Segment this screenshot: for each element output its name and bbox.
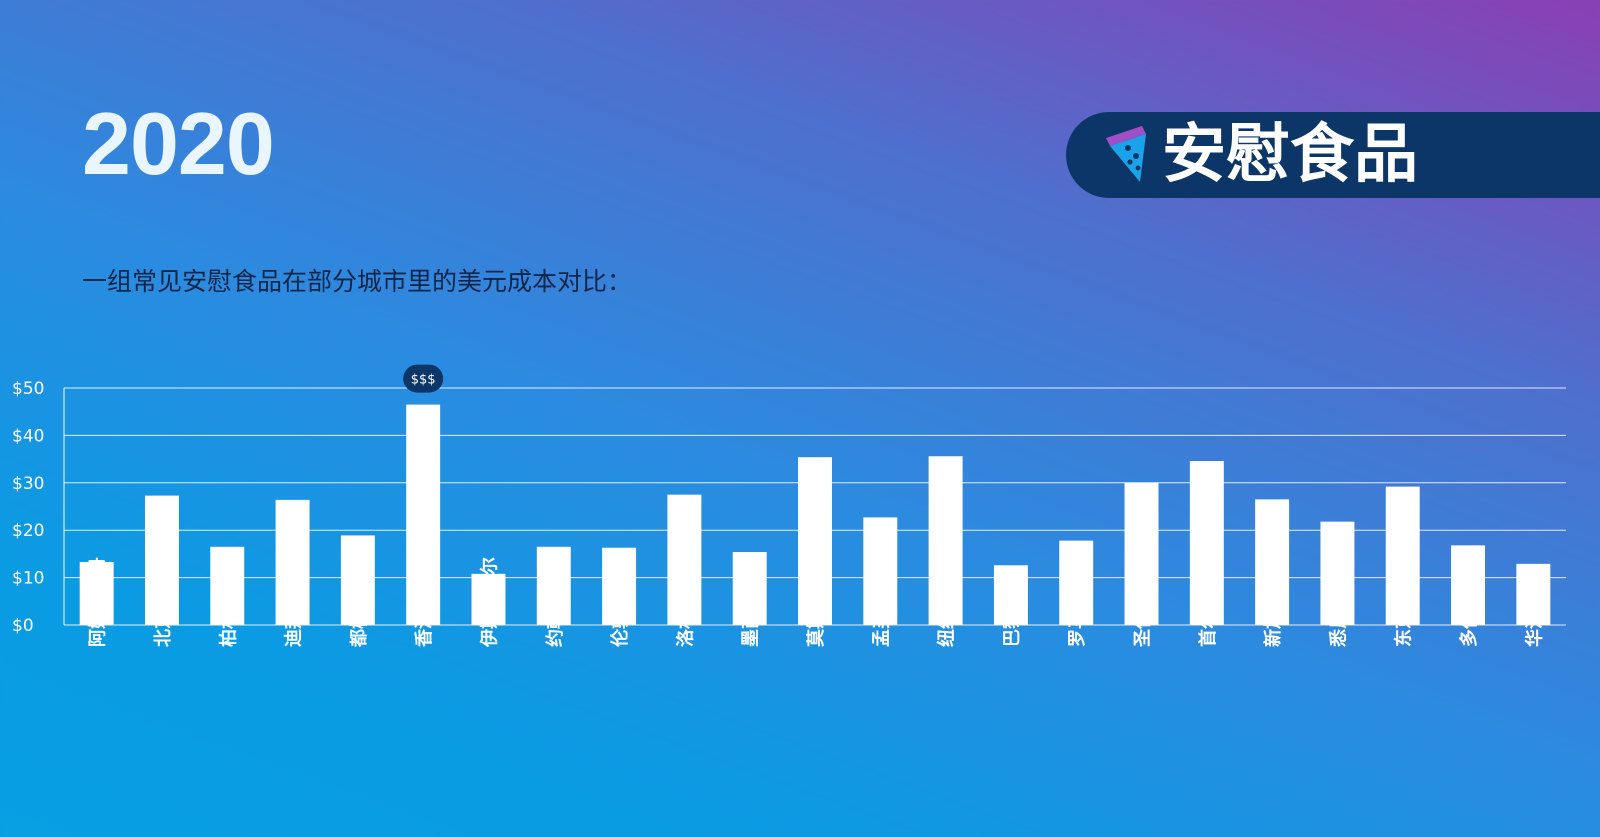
bar: [406, 404, 441, 625]
bar: [210, 546, 245, 625]
x-tick-label: 伦敦: [609, 610, 631, 647]
category-badge: 安慰食品: [1066, 112, 1600, 198]
x-tick-label: 巴黎: [1001, 611, 1023, 647]
bar: [667, 494, 702, 625]
annotation-label: $$$: [411, 373, 436, 388]
x-axis: 阿姆斯特丹北京 柏林 迪拜 都柏林 香港 伊斯坦布尔 约翰内斯堡伦敦 洛杉矶 墨西哥城 莫斯科 孟买…: [87, 557, 1546, 648]
y-axis: $0 $10 $20 $30 $40 $50: [12, 379, 44, 636]
annotation-pill: [403, 364, 444, 393]
bar: [1385, 486, 1420, 625]
pizza-slice-icon: [1106, 126, 1146, 182]
x-tick-label: 莫斯科: [805, 593, 827, 648]
x-tick-label: 北京: [152, 611, 174, 647]
bar: [1059, 540, 1094, 625]
x-tick-label: 圣保罗: [1132, 593, 1154, 648]
x-tick-label: 香港: [414, 610, 435, 648]
bar: [1320, 521, 1355, 625]
bar: [993, 565, 1028, 625]
x-tick-label: 阿姆斯特丹: [87, 557, 109, 647]
bar: [602, 547, 637, 625]
bar: [1189, 460, 1224, 625]
annotations: $$$: [403, 364, 444, 393]
x-tick-label: 悉尼: [1328, 611, 1349, 648]
bar: [928, 456, 963, 625]
bar: [144, 495, 179, 625]
bar: [1516, 563, 1551, 625]
x-tick-label: 纽约: [936, 611, 958, 647]
bar: [863, 517, 898, 625]
x-tick-label: 东京: [1393, 611, 1415, 647]
y-tick-label: $10: [12, 569, 44, 589]
bars: [79, 404, 1551, 625]
bar: [536, 546, 571, 625]
x-tick-label: 柏林: [217, 611, 239, 647]
x-tick-label: 首尔: [1197, 611, 1219, 647]
x-tick-label: 孟买: [871, 611, 892, 647]
x-tick-label: 多伦多: [1458, 593, 1480, 647]
bar: [340, 535, 375, 625]
bar: [1255, 499, 1290, 625]
bar: [1451, 545, 1486, 625]
x-tick-label: 洛杉矶: [674, 593, 696, 647]
y-tick-label: $50: [12, 379, 44, 399]
subtitle: 一组常见安慰食品在部分城市里的美元成本对比：: [82, 267, 633, 296]
x-tick-label: 新加坡: [1262, 592, 1284, 647]
y-tick-label: $0: [12, 616, 34, 636]
x-tick-label: 华沙: [1523, 611, 1545, 647]
x-tick-label: 墨西哥城: [740, 575, 762, 647]
bar: [1124, 482, 1159, 625]
x-tick-label: 伊斯坦布尔: [478, 557, 500, 648]
badge-title: 安慰食品: [1162, 118, 1418, 192]
y-tick-label: $40: [12, 426, 44, 446]
bar: [732, 552, 767, 625]
bar: [275, 499, 310, 625]
x-tick-label: 都柏林: [348, 593, 370, 648]
y-tick-label: $30: [12, 474, 44, 494]
x-tick-label: 迪拜: [283, 611, 305, 647]
bar: [79, 561, 114, 625]
y-tick-label: $20: [12, 521, 44, 541]
year-title: 2020: [82, 94, 275, 193]
x-tick-label: 约翰内斯堡: [544, 557, 566, 647]
x-tick-label: 罗马: [1067, 611, 1088, 647]
bar: [471, 573, 506, 625]
bar-annotation: $$$: [403, 364, 444, 393]
bar: [798, 457, 832, 625]
